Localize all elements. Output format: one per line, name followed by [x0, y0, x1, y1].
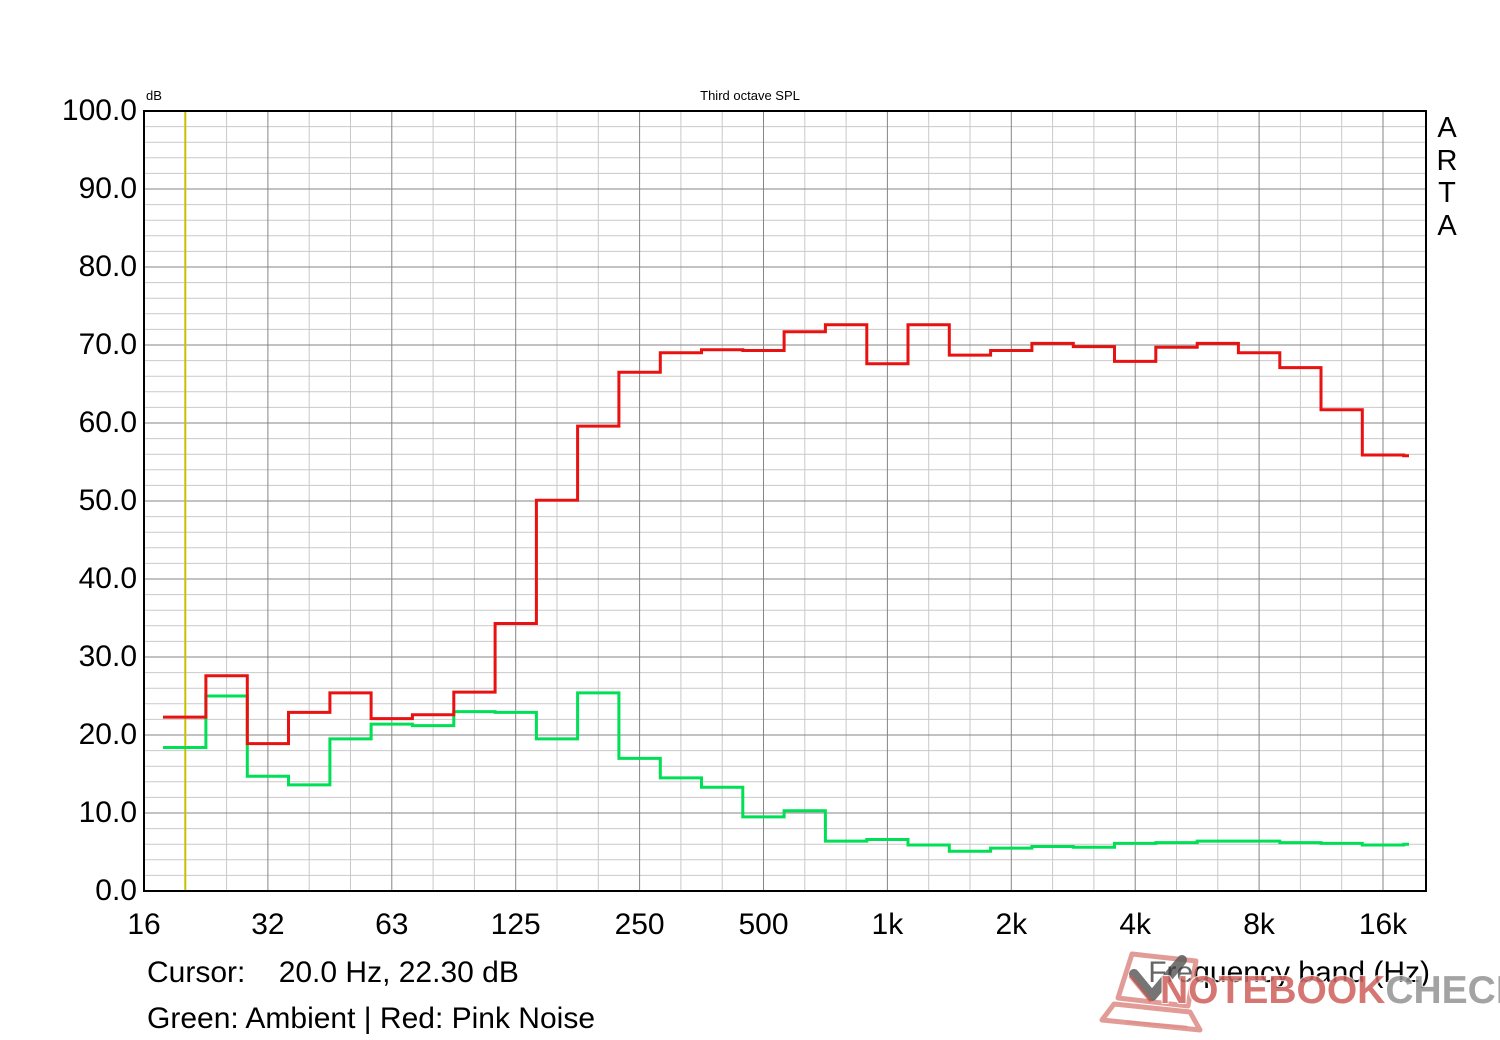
curve-pink-noise[interactable] [163, 323, 1409, 746]
y-axis-unit-label: dB [146, 88, 162, 103]
curve-ambient[interactable] [163, 691, 1409, 853]
x-tick-250: 250 [614, 908, 665, 941]
x-tick-8k: 8k [1243, 908, 1275, 941]
series-legend: Green: Ambient | Red: Pink Noise [147, 1002, 596, 1035]
y-tick-70.0: 70.0 [78, 328, 137, 361]
x-tick-500: 500 [738, 908, 789, 941]
y-tick-0.0: 0.0 [95, 874, 137, 907]
x-tick-1k: 1k [871, 908, 904, 941]
watermark-check: CHECK [1385, 969, 1500, 1012]
notebookcheck-watermark: NOTEBOOKCHECK [1098, 944, 1500, 1040]
y-tick-20.0: 20.0 [78, 718, 137, 751]
watermark-notebook: NOTEBOOK [1160, 969, 1386, 1012]
laptop-logo-icon [1099, 951, 1203, 1033]
x-tick-2k: 2k [995, 908, 1028, 941]
y-tick-60.0: 60.0 [78, 406, 137, 439]
cursor-readout: Cursor: 20.0 Hz, 22.30 dB [147, 956, 519, 989]
y-tick-30.0: 30.0 [78, 640, 137, 673]
y-tick-90.0: 90.0 [78, 172, 137, 205]
x-tick-125: 125 [490, 908, 541, 941]
x-tick-4k: 4k [1119, 908, 1152, 941]
x-tick-32: 32 [251, 908, 285, 941]
arta-brand-label: ARTA [1436, 112, 1458, 242]
y-tick-100.0: 100.0 [61, 94, 137, 127]
y-tick-50.0: 50.0 [78, 484, 137, 517]
watermark-text: NOTEBOOKCHECK [1160, 969, 1500, 1013]
y-tick-10.0: 10.0 [78, 796, 137, 829]
y-tick-80.0: 80.0 [78, 250, 137, 283]
x-tick-16: 16 [127, 908, 161, 941]
y-tick-40.0: 40.0 [78, 562, 137, 595]
x-tick-63: 63 [375, 908, 409, 941]
x-tick-16k: 16k [1358, 908, 1408, 941]
plot-frame [143, 110, 1427, 892]
chart-title: Third octave SPL [700, 88, 800, 103]
